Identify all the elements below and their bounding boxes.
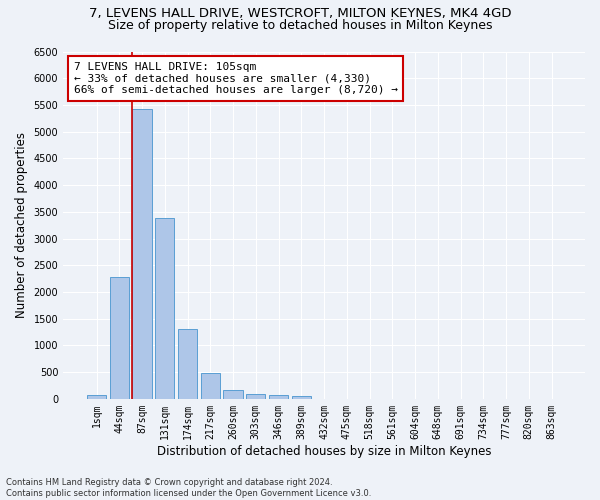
Bar: [223, 390, 243, 399]
Bar: [246, 394, 265, 399]
Bar: [155, 218, 175, 399]
Bar: [269, 395, 288, 399]
Bar: [110, 277, 129, 399]
Text: 7 LEVENS HALL DRIVE: 105sqm
← 33% of detached houses are smaller (4,330)
66% of : 7 LEVENS HALL DRIVE: 105sqm ← 33% of det…: [74, 62, 398, 95]
Bar: [200, 373, 220, 399]
Text: Contains HM Land Registry data © Crown copyright and database right 2024.
Contai: Contains HM Land Registry data © Crown c…: [6, 478, 371, 498]
Bar: [292, 396, 311, 399]
Bar: [133, 108, 152, 399]
Bar: [87, 395, 106, 399]
X-axis label: Distribution of detached houses by size in Milton Keynes: Distribution of detached houses by size …: [157, 444, 491, 458]
Y-axis label: Number of detached properties: Number of detached properties: [15, 132, 28, 318]
Bar: [178, 329, 197, 399]
Text: Size of property relative to detached houses in Milton Keynes: Size of property relative to detached ho…: [108, 19, 492, 32]
Text: 7, LEVENS HALL DRIVE, WESTCROFT, MILTON KEYNES, MK4 4GD: 7, LEVENS HALL DRIVE, WESTCROFT, MILTON …: [89, 8, 511, 20]
